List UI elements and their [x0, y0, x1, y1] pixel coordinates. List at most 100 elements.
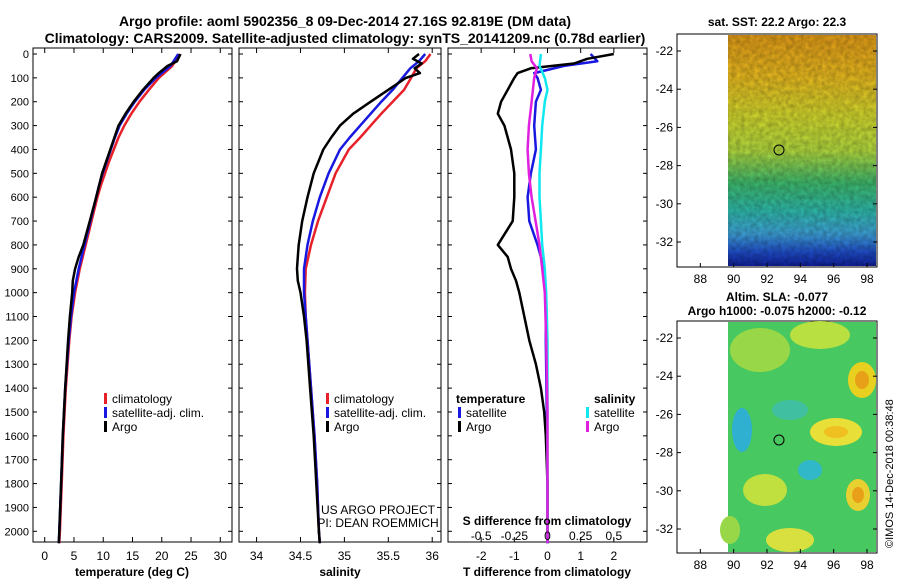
t-difference-axis-label: T difference from climatology: [463, 565, 631, 579]
depth-tick-label: 1000: [5, 288, 29, 300]
temperature-lines: [57, 53, 182, 544]
depth-tick-label: 0: [23, 49, 29, 61]
difference-ticks: -2 -1 0 1 2: [448, 48, 647, 563]
x-tick-label: 10: [97, 549, 111, 563]
x-tick-label: -2: [476, 549, 487, 563]
legend-swatch-s-argo: [586, 421, 589, 432]
legend-swatch-climatology: [326, 393, 329, 404]
legend-argo-label: Argo: [112, 420, 138, 434]
legend-swatch-argo: [326, 421, 329, 432]
x-tick-label: -1: [509, 549, 520, 563]
difference-lines: [496, 52, 615, 544]
temperature-plot-frame: [32, 47, 233, 543]
map-x-tick-label: 90: [727, 272, 741, 286]
salinity-ticks: 34 34.5 35 35.5 36: [239, 48, 441, 563]
map-y-tick-label: -28: [656, 446, 674, 460]
legend-salinity-title: salinity: [594, 392, 636, 406]
x-tick-label: 1: [577, 549, 584, 563]
legend-swatch-s-satellite: [586, 407, 589, 418]
depth-tick-label: 400: [11, 144, 29, 156]
map-y-tick-label: -24: [656, 369, 674, 383]
x-tick-label: 2: [610, 549, 617, 563]
temperature-axis-label: temperature (deg C): [75, 565, 189, 579]
map-y-tick-label: -22: [656, 44, 674, 58]
sst-map: sat. SST: 22.2 Argo: 22.3 88 90 92 94 96 98 -2…: [656, 15, 878, 286]
x-tick-label: 20: [155, 549, 169, 563]
temperature-legend: climatology satellite-adj. clim. Argo: [104, 392, 204, 434]
map-x-tick-label: 88: [694, 558, 708, 572]
map-y-tick-label: -32: [656, 522, 674, 536]
x-tick-label: 35.5: [377, 549, 401, 563]
map-y-tick-label: -24: [656, 82, 674, 96]
depth-tick-label: 1800: [5, 479, 29, 491]
depth-tick-label: 100: [11, 73, 29, 85]
map-y-tick-label: -30: [656, 197, 674, 211]
s-difference-tick-label: -0.25: [501, 529, 529, 543]
x-tick-label: 34.5: [289, 549, 313, 563]
salinity-legend: climatology satellite-adj. clim. Argo: [326, 392, 426, 434]
sla-map-subtitle: Argo h1000: -0.075 h2000: -0.12: [688, 304, 867, 318]
s-difference-axis-label: S difference from climatology: [463, 514, 632, 528]
salinity-axis-label: salinity: [319, 565, 361, 579]
x-tick-label: 0: [544, 549, 551, 563]
legend-swatch-t-satellite: [458, 407, 461, 418]
legend-swatch-t-argo: [458, 421, 461, 432]
x-tick-label: 34: [250, 549, 264, 563]
legend-s-satellite-label: satellite: [594, 406, 635, 420]
sla-map-ticks: 88 90 92 94 96 98 -22 -24 -26 -28 -30 -32: [656, 331, 877, 572]
series-line-t-argo: [496, 52, 615, 544]
s-difference-tick-labels: -0.5 -0.25 0 0.25 0.5: [471, 529, 623, 543]
sla-map: Altim. SLA: -0.077 Argo h1000: -0.075 h2…: [656, 290, 878, 572]
salinity-panel: 34 34.5 35 35.5 36 climatology satellite-adj…: [238, 47, 442, 579]
depth-tick-label: 600: [11, 192, 29, 204]
imos-credit: ©IMOS 14-Dec-2018 00:38:48: [884, 399, 896, 548]
series-line-argo: [295, 53, 423, 544]
figure-title-line2: Climatology: CARS2009. Satellite-adjuste…: [45, 30, 646, 46]
legend-temperature-title: temperature: [456, 392, 526, 406]
legend-t-argo-label: Argo: [466, 420, 492, 434]
salinity-plot-frame: [238, 47, 442, 543]
map-y-tick-label: -32: [656, 235, 674, 249]
map-x-tick-label: 94: [794, 272, 808, 286]
map-y-tick-label: -22: [656, 331, 674, 345]
depth-tick-label: 1600: [5, 431, 29, 443]
legend-satellite-label: satellite-adj. clim.: [112, 406, 204, 420]
map-x-tick-label: 98: [860, 558, 874, 572]
depth-tick-label: 200: [11, 97, 29, 109]
depth-tick-label: 1100: [5, 312, 29, 324]
s-difference-tick-label: -0.5: [471, 529, 492, 543]
sst-texture: [728, 35, 876, 266]
sst-map-ticks: 88 90 92 94 96 98 -22 -24 -26 -28 -30 -32: [656, 44, 877, 286]
depth-tick-label: 800: [11, 240, 29, 252]
temperature-ticks: 0 5 10 15 20 25 30: [33, 48, 232, 563]
series-line-s-argo: [526, 53, 549, 544]
depth-tick-label: 2000: [5, 526, 29, 538]
map-y-tick-label: -28: [656, 159, 674, 173]
legend-swatch-satellite: [326, 407, 329, 418]
legend-s-argo-label: Argo: [594, 420, 620, 434]
series-line-argo: [57, 53, 182, 544]
x-tick-label: 0: [41, 549, 48, 563]
sla-field: [720, 321, 876, 552]
temperature-panel: 0 5 10 15 20 25 30 climatology satellite-adj. …: [32, 47, 233, 579]
map-y-tick-label: -26: [656, 407, 674, 421]
legend-swatch-climatology: [104, 393, 107, 404]
legend-t-satellite-label: satellite: [466, 406, 507, 420]
s-difference-tick-label: 0.25: [569, 529, 593, 543]
sla-map-title: Altim. SLA: -0.077: [726, 290, 828, 304]
depth-tick-label: 1300: [5, 359, 29, 371]
argo-location-marker: [773, 144, 785, 156]
x-tick-label: 15: [126, 549, 140, 563]
s-difference-tick-label: 0.5: [605, 529, 622, 543]
map-x-tick-label: 98: [860, 272, 874, 286]
difference-panel: -2 -1 0 1 2 temperature satellite Argo salin…: [447, 47, 648, 579]
credit-line1: US ARGO PROJECT: [321, 503, 436, 517]
map-y-tick-label: -30: [656, 484, 674, 498]
map-x-tick-label: 92: [760, 272, 774, 286]
s-difference-tick-label: 0: [544, 529, 551, 543]
map-x-tick-label: 92: [760, 558, 774, 572]
legend-swatch-argo: [104, 421, 107, 432]
legend-climatology-label: climatology: [112, 392, 172, 406]
salinity-lines: [295, 53, 432, 544]
map-x-tick-label: 90: [727, 558, 741, 572]
